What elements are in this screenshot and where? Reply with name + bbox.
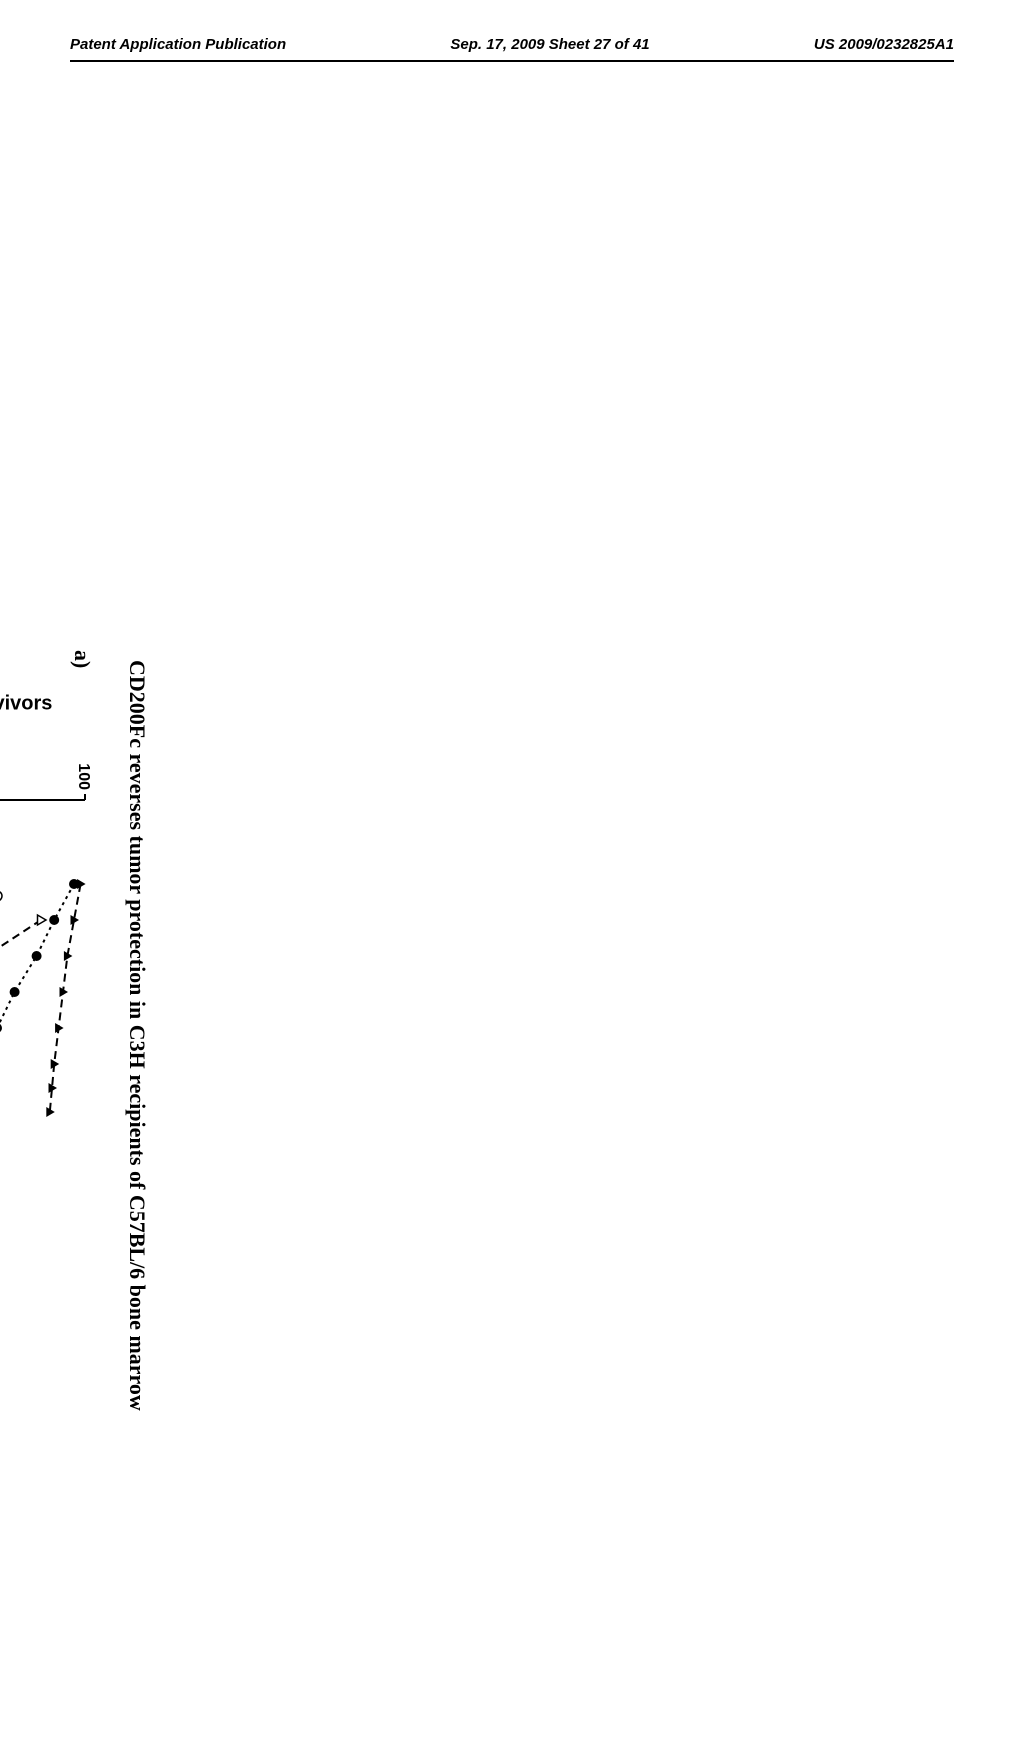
rotated-figure: CD200Fc reverses tumor protection in C3H… (0, 640, 150, 1740)
chart-a: 0102030050100**** (0, 750, 95, 1170)
svg-text:100: 100 (75, 763, 92, 790)
page-header: Patent Application Publication Sep. 17, … (0, 36, 1024, 53)
ylabel-a: percent survivors (0, 692, 52, 715)
header-rule (70, 60, 954, 62)
figure-title: CD200Fc reverses tumor protection in C3H… (124, 660, 150, 1411)
header-center: Sep. 17, 2009 Sheet 27 of 41 (450, 36, 649, 53)
header-left: Patent Application Publication (70, 36, 286, 53)
header-right: US 2009/0232825A1 (814, 36, 954, 53)
panel-a-label: a) (69, 650, 95, 668)
